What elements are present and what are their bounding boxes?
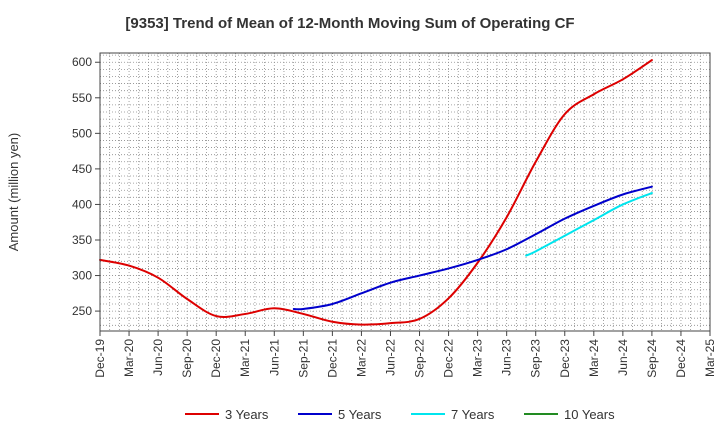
y-tick-label: 250 <box>72 304 92 318</box>
y-tick-label: 450 <box>72 162 92 176</box>
x-tick-label: Sep-22 <box>413 339 427 378</box>
x-tick-label: Sep-20 <box>180 339 194 378</box>
legend: 3 Years 5 Years 7 Years 10 Years <box>185 407 615 422</box>
y-tick-label: 500 <box>72 126 92 140</box>
x-tick-label: Mar-22 <box>354 339 368 377</box>
grid <box>99 53 711 331</box>
y-tick-label: 400 <box>72 197 92 211</box>
y-tick-label: 550 <box>72 91 92 105</box>
x-tick-label: Jun-24 <box>616 339 630 376</box>
series-line-7-years <box>525 192 653 257</box>
legend-label-10-years: 10 Years <box>564 407 615 422</box>
x-tick-label: Sep-21 <box>296 339 310 378</box>
y-tick-label: 600 <box>72 55 92 69</box>
x-tick-label: Sep-24 <box>645 339 659 378</box>
plot-frame <box>99 52 711 332</box>
series-line-5-years <box>292 185 653 311</box>
x-tick-label: Dec-20 <box>209 339 223 378</box>
legend-label-3-years: 3 Years <box>225 407 269 422</box>
x-tick-label: Jun-21 <box>267 339 281 376</box>
x-tick-label: Sep-23 <box>529 339 543 378</box>
x-tick-label: Mar-21 <box>238 339 252 377</box>
x-tick-label: Dec-22 <box>442 339 456 378</box>
legend-label-7-years: 7 Years <box>451 407 495 422</box>
x-tick-label: Jun-20 <box>151 339 165 376</box>
series-lines <box>99 59 653 326</box>
series-line-3-years <box>99 59 653 326</box>
x-tick-label: Dec-19 <box>93 339 107 378</box>
x-tick-label: Jun-23 <box>500 339 514 376</box>
y-tick-label: 300 <box>72 269 92 283</box>
x-tick-label: Dec-23 <box>558 339 572 378</box>
x-tick-label: Mar-20 <box>122 339 136 377</box>
x-tick-label: Mar-24 <box>587 339 601 377</box>
y-tick-label: 350 <box>72 233 92 247</box>
x-tick-label: Mar-23 <box>471 339 485 377</box>
y-axis-label: Amount (million yen) <box>6 133 21 252</box>
x-axis-ticks: Dec-19 Mar-20 Jun-20 Sep-20 Dec-20 Mar-21 Jun-… <box>93 331 717 378</box>
x-tick-label: Jun-22 <box>383 339 397 376</box>
chart-title: [9353] Trend of Mean of 12-Month Moving … <box>125 15 574 32</box>
x-tick-label: Mar-25 <box>703 339 717 377</box>
y-axis-ticks: 250 300 350 400 450 500 550 600 <box>72 55 100 318</box>
x-tick-label: Dec-21 <box>325 339 339 378</box>
x-tick-label: Dec-24 <box>674 339 688 378</box>
legend-label-5-years: 5 Years <box>338 407 382 422</box>
